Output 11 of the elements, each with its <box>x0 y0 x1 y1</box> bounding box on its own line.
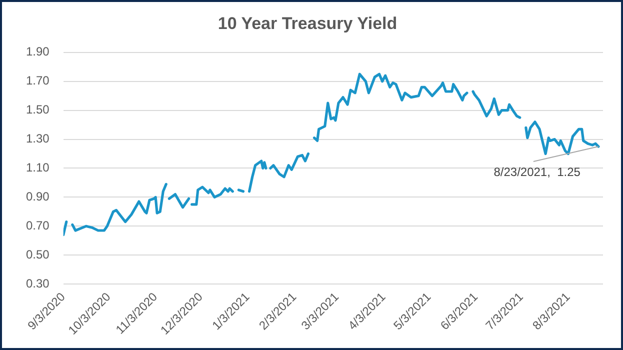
y-tick-label: 0.70 <box>26 218 50 232</box>
y-tick-label: 0.50 <box>26 247 50 262</box>
y-tick-label: 1.70 <box>26 74 50 88</box>
annotation: 8/23/2021, 1.25 <box>494 164 581 179</box>
y-tick-label: 1.30 <box>26 132 50 146</box>
y-tick-label: 1.10 <box>26 160 50 175</box>
y-tick-label: 0.90 <box>26 190 50 204</box>
y-tick-label: 1.50 <box>26 102 50 117</box>
y-tick-label: 1.90 <box>26 44 50 59</box>
y-tick-label: 0.30 <box>26 276 50 290</box>
chart-title: 10 Year Treasury Yield <box>218 14 398 33</box>
